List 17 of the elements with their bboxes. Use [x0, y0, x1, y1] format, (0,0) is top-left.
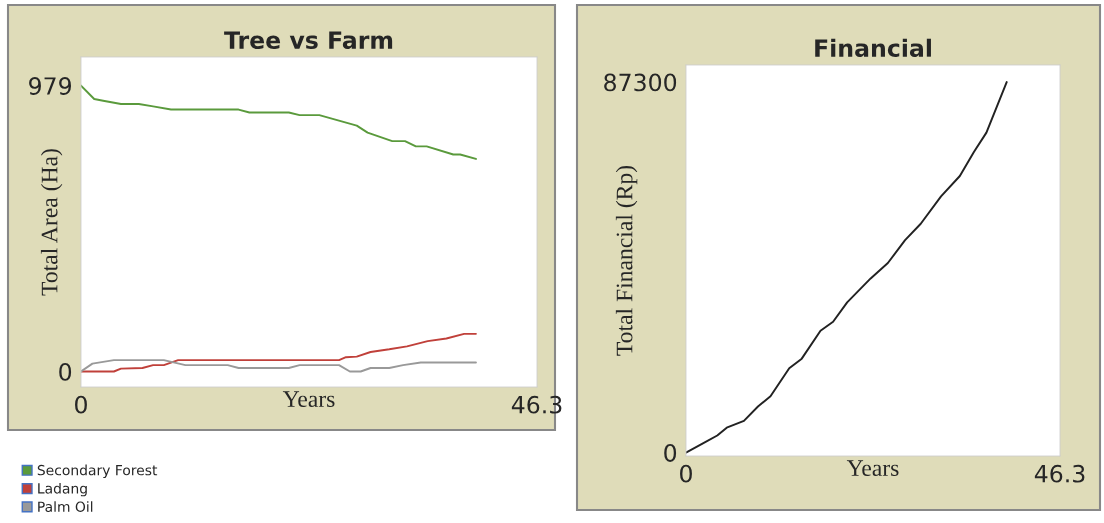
legend-label: Ladang — [38, 482, 87, 497]
chart-title: Financial — [815, 38, 931, 57]
x-axis-title: Years — [846, 460, 899, 477]
line-series — [81, 84, 477, 160]
y-axis-title: Total Area (Ha) — [40, 149, 63, 296]
chart-title: Tree vs Farm — [224, 31, 393, 49]
line-series — [81, 359, 477, 373]
legend-label: Secondary Forest — [37, 464, 158, 479]
y-tick-label: 979 — [29, 77, 72, 95]
x-tick-label: 46.3 — [511, 395, 562, 414]
y-tick-label: 87300 — [604, 73, 677, 92]
y-axis-title: Total Financial (Rp) — [615, 165, 638, 356]
x-tick-label: 46.3 — [1034, 464, 1085, 483]
legend-label: Palm Oil — [38, 501, 93, 512]
x-axis-title: Years — [282, 391, 335, 408]
line-series — [686, 81, 1008, 454]
line-series — [81, 332, 477, 373]
